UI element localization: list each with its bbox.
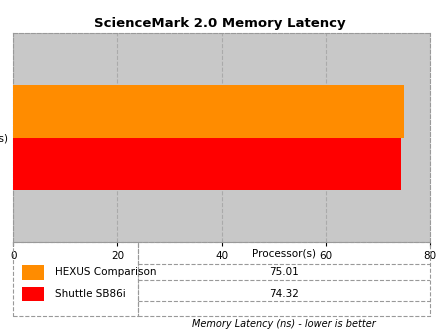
- Text: ScienceMark 2.0 Memory Latency: ScienceMark 2.0 Memory Latency: [93, 17, 345, 30]
- Text: 74.32: 74.32: [268, 289, 299, 299]
- Bar: [21, 265, 44, 280]
- Bar: [13, 137, 400, 190]
- Text: HEXUS Comparison: HEXUS Comparison: [55, 267, 156, 277]
- Text: Memory Latency (ns) - lower is better: Memory Latency (ns) - lower is better: [192, 319, 375, 329]
- Text: Processor(s): Processor(s): [252, 248, 315, 258]
- Bar: [138, 242, 429, 316]
- Bar: [13, 85, 403, 137]
- Text: Shuttle SB86i: Shuttle SB86i: [55, 289, 125, 299]
- Bar: [21, 287, 44, 301]
- Text: 75.01: 75.01: [269, 267, 298, 277]
- Bar: [13, 242, 138, 316]
